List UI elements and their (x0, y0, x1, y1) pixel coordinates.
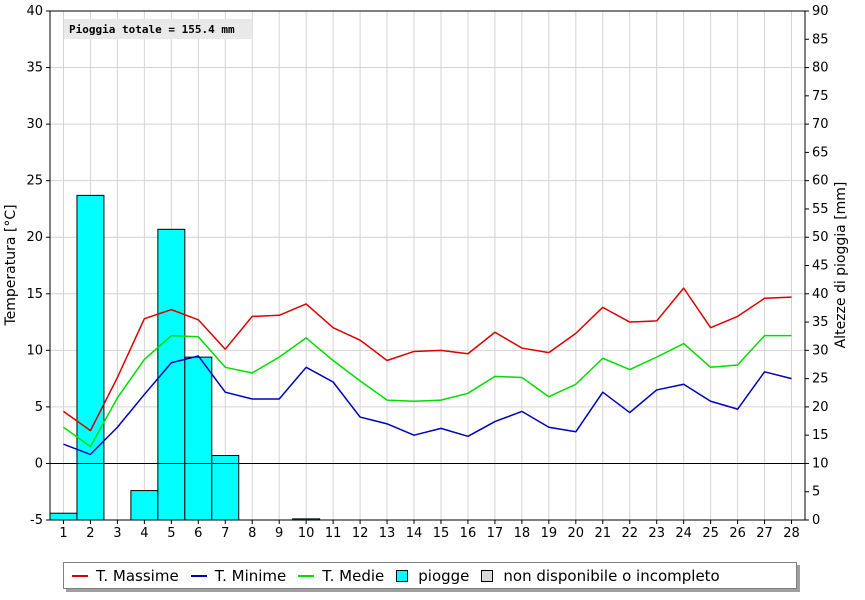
legend-item-na: non disponibile o incompleto (481, 566, 720, 585)
x-tick-label: 13 (379, 526, 396, 541)
right-tick-label: 0 (812, 513, 820, 528)
x-tick-label: 8 (248, 526, 256, 541)
left-tick-label: 40 (26, 4, 43, 19)
rain-total-annotation: Pioggia totale = 155.4 mm (69, 23, 235, 36)
x-tick-label: 3 (113, 526, 121, 541)
legend-label-min: T. Minime (214, 566, 287, 585)
x-axis-ticks: 1 2 3 4 5 6 7 8 9 10 11 12 13 14 15 16 17 18 19 20 21 22 23 24 2… (59, 520, 800, 541)
right-tick-label: 85 (812, 32, 829, 47)
right-tick-label: 5 (812, 485, 820, 500)
temperature-lines (63, 287, 792, 456)
legend-label-rain: piogge (418, 566, 470, 585)
series-line-t-minime (63, 355, 792, 456)
x-tick-label: 16 (460, 526, 477, 541)
x-tick-label: 9 (275, 526, 283, 541)
right-tick-label: 40 (812, 287, 829, 302)
right-tick-label: 90 (812, 4, 829, 19)
legend-item-max: T. Massime (72, 567, 179, 585)
x-tick-label: 14 (406, 526, 423, 541)
right-tick-label: 10 (812, 456, 829, 471)
left-tick-label: 10 (26, 343, 43, 358)
left-tick-label: 35 (26, 61, 43, 76)
right-tick-label: 45 (812, 259, 829, 274)
right-tick-label: 50 (812, 230, 829, 245)
x-tick-label: 7 (221, 526, 229, 541)
rain-bars (49, 194, 321, 521)
left-tick-label: 25 (26, 174, 43, 189)
x-tick-label: 18 (514, 526, 531, 541)
series-line-t-massime (63, 287, 792, 432)
x-tick-label: 2 (86, 526, 94, 541)
x-tick-label: 20 (568, 526, 585, 541)
legend-swatch-min (190, 574, 207, 577)
right-tick-label: 80 (812, 61, 829, 76)
right-tick-label: 20 (812, 400, 829, 415)
legend-item-min: T. Minime (190, 566, 287, 585)
x-tick-label: 19 (541, 526, 558, 541)
legend-swatch-na (481, 569, 494, 582)
right-axis-ticks: 0 5 10 15 20 25 30 35 40 45 50 55 60 65 70 75 80 85 90 (805, 4, 829, 528)
x-tick-label: 11 (325, 526, 342, 541)
x-tick-label: 1 (59, 526, 67, 541)
legend-label-max: T. Massime (96, 566, 179, 585)
x-tick-label: 24 (675, 526, 692, 541)
left-tick-label: 30 (26, 117, 43, 132)
right-tick-label: 75 (812, 89, 829, 104)
right-tick-label: 35 (812, 315, 829, 330)
legend-swatch-rain (396, 569, 409, 582)
left-axis-title: Temperatura [°C] (3, 204, 19, 326)
x-tick-label: 17 (487, 526, 504, 541)
x-tick-label: 12 (352, 526, 369, 541)
series-line-t-medie (63, 334, 792, 448)
left-tick-label: -5 (30, 513, 43, 528)
right-axis-title: Altezze di pioggia [mm] (833, 182, 849, 349)
legend-swatch-max (72, 574, 88, 577)
left-tick-label: 20 (26, 230, 43, 245)
x-tick-label: 6 (194, 526, 202, 541)
right-tick-label: 30 (812, 343, 829, 358)
x-tick-label: 27 (756, 526, 773, 541)
legend-swatch-mean (298, 574, 315, 577)
left-tick-label: 15 (26, 287, 43, 302)
right-tick-label: 15 (812, 428, 829, 443)
rain-bar (157, 228, 186, 521)
right-tick-label: 70 (812, 117, 829, 132)
x-tick-label: 5 (167, 526, 175, 541)
rain-bar (76, 194, 105, 521)
left-tick-label: 5 (35, 400, 43, 415)
left-axis-ticks: -5 0 5 10 15 20 25 30 35 40 (26, 4, 50, 528)
rain-bar (49, 512, 78, 521)
x-tick-label: 26 (729, 526, 746, 541)
x-tick-label: 4 (140, 526, 148, 541)
x-tick-label: 15 (433, 526, 450, 541)
x-tick-label: 21 (594, 526, 611, 541)
left-tick-label: 0 (35, 456, 43, 471)
chart-legend: T. Massime T. Minime T. Medie piogge non… (63, 562, 797, 589)
rain-bar (130, 490, 159, 521)
legend-item-mean: T. Medie (298, 567, 384, 585)
right-tick-label: 60 (812, 174, 829, 189)
x-tick-label: 23 (648, 526, 665, 541)
annotation-box: Pioggia totale = 155.4 mm (64, 19, 252, 39)
x-tick-label: 25 (702, 526, 719, 541)
legend-label-na: non disponibile o incompleto (503, 566, 720, 585)
legend-item-rain: piogge (396, 567, 469, 585)
right-tick-label: 65 (812, 145, 829, 160)
legend-label-mean: T. Medie (322, 566, 385, 585)
right-tick-label: 25 (812, 372, 829, 387)
rain-bar (211, 455, 240, 521)
rain-bar (184, 356, 213, 521)
x-tick-label: 10 (298, 526, 315, 541)
x-tick-label: 22 (621, 526, 638, 541)
x-tick-label: 28 (783, 526, 800, 541)
right-tick-label: 55 (812, 202, 829, 217)
